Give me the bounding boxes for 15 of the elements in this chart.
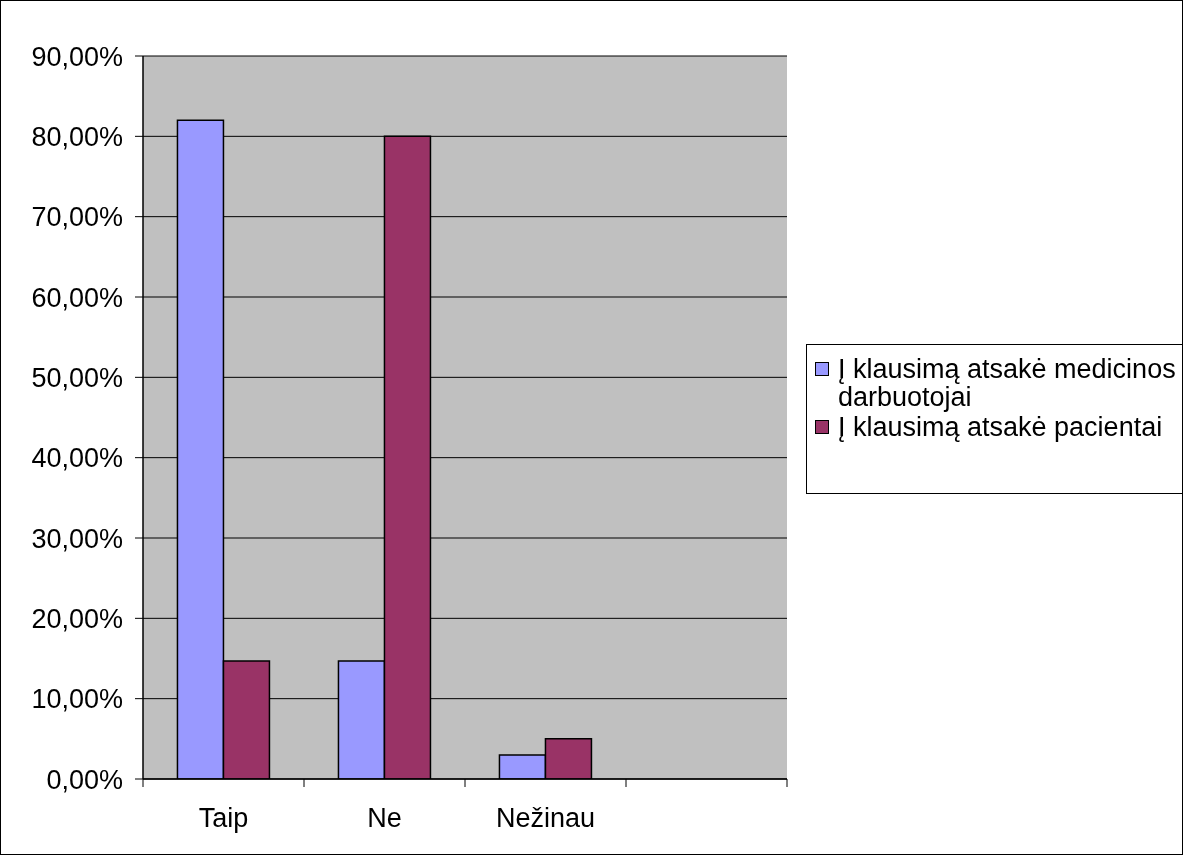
y-tick-label: 40,00% — [31, 443, 123, 474]
y-tick-label: 20,00% — [31, 603, 123, 634]
y-tick-label: 50,00% — [31, 362, 123, 393]
y-tick-label: 30,00% — [31, 523, 123, 554]
x-tick-label: Nežinau — [495, 803, 596, 834]
x-tick-label: Taip — [198, 803, 249, 834]
legend-label: Į klausimą atsakė medicinos darbuotojai — [838, 353, 1177, 412]
x-tick-label: Ne — [367, 803, 402, 834]
y-tick-label: 80,00% — [31, 121, 123, 152]
y-tick-label: 90,00% — [31, 41, 123, 72]
y-tick-label: 70,00% — [31, 202, 123, 233]
legend-label: Į klausimą atsakė pacientai — [838, 411, 1164, 442]
y-tick-label: 0,00% — [46, 764, 123, 795]
y-tick-label: 60,00% — [31, 282, 123, 313]
y-tick-label: 10,00% — [31, 684, 123, 715]
